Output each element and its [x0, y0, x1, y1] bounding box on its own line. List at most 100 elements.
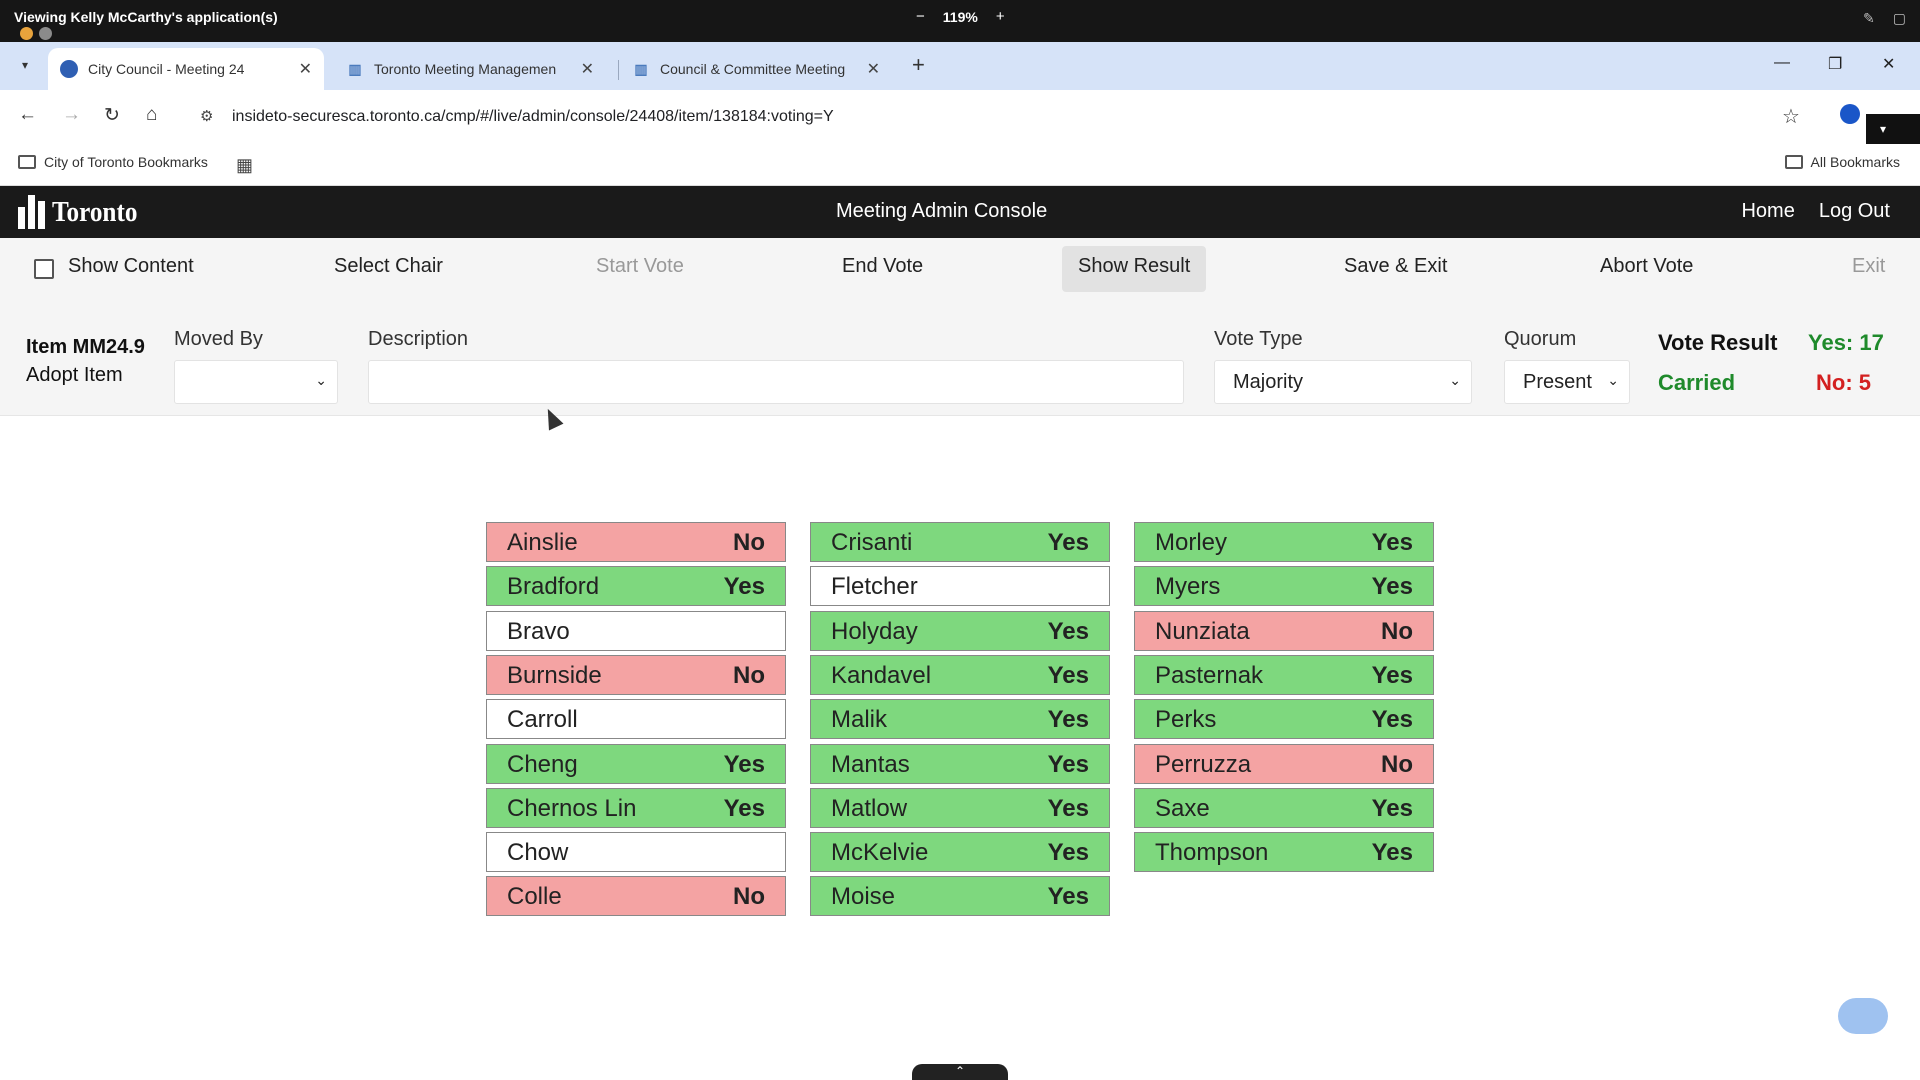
- tab-close-icon[interactable]: ✕: [298, 61, 312, 78]
- chevron-down-icon: ⌄: [1607, 372, 1619, 388]
- end-vote-button[interactable]: End Vote: [842, 255, 924, 277]
- member-vote-cell[interactable]: Cheng Yes: [486, 744, 786, 784]
- member-vote-cell[interactable]: Holyday Yes: [810, 611, 1110, 651]
- profile-avatar-icon[interactable]: [1840, 104, 1860, 124]
- zoom-in-button[interactable]: +: [995, 8, 1005, 25]
- item-details: Item MM24.9 Adopt Item Moved By ⌄ Descri…: [0, 300, 1920, 416]
- quorum-select[interactable]: Present ⌄: [1504, 360, 1630, 404]
- member-vote: Yes: [723, 795, 765, 822]
- member-name: Ainslie: [507, 529, 578, 556]
- member-vote: No: [733, 529, 765, 556]
- assistant-widget-icon[interactable]: [1838, 998, 1888, 1034]
- address-bar[interactable]: ⚙ insideto-securesca.toronto.ca/cmp/#/li…: [192, 98, 1812, 136]
- member-vote-cell[interactable]: Chow: [486, 832, 786, 872]
- chart-favicon-icon: ▥: [348, 61, 362, 77]
- bookmark-star-icon[interactable]: ☆: [1782, 106, 1800, 128]
- member-vote-cell[interactable]: Morley Yes: [1134, 522, 1434, 562]
- member-vote-cell[interactable]: McKelvie Yes: [810, 832, 1110, 872]
- member-name: Chow: [507, 839, 569, 866]
- member-vote-cell[interactable]: Malik Yes: [810, 699, 1110, 739]
- home-link[interactable]: Home: [1741, 200, 1795, 222]
- select-chair-button[interactable]: Select Chair: [334, 255, 443, 277]
- member-vote-cell[interactable]: Saxe Yes: [1134, 788, 1434, 828]
- member-vote-cell[interactable]: Perruzza No: [1134, 744, 1434, 784]
- member-name: Nunziata: [1155, 618, 1250, 645]
- extension-panel-icon[interactable]: ▾: [1866, 114, 1920, 148]
- member-name: Morley: [1155, 529, 1228, 556]
- member-vote: Yes: [1371, 795, 1413, 822]
- no-count: No: 5: [1816, 370, 1871, 395]
- quorum-value: Present: [1523, 371, 1592, 393]
- reload-icon[interactable]: ↻: [104, 105, 120, 126]
- start-vote-button[interactable]: Start Vote: [596, 255, 684, 277]
- member-vote-cell[interactable]: Kandavel Yes: [810, 655, 1110, 695]
- member-vote-cell[interactable]: Crisanti Yes: [810, 522, 1110, 562]
- tab-close-icon[interactable]: ✕: [866, 61, 880, 78]
- chart-favicon-icon: ▥: [634, 61, 648, 77]
- toronto-logo[interactable]: Toronto: [18, 195, 147, 229]
- show-content-checkbox[interactable]: [34, 259, 54, 279]
- member-vote: Yes: [1371, 706, 1413, 733]
- member-vote-cell[interactable]: Bravo: [486, 611, 786, 651]
- member-vote: Yes: [1047, 706, 1089, 733]
- show-result-button[interactable]: Show Result: [1062, 246, 1207, 292]
- restore-icon[interactable]: ❐: [1828, 56, 1843, 73]
- member-vote: No: [733, 662, 765, 689]
- tab-city-council[interactable]: City Council - Meeting 24 ✕: [48, 48, 324, 90]
- member-vote-cell[interactable]: Matlow Yes: [810, 788, 1110, 828]
- apps-grid-icon[interactable]: ▦: [236, 155, 254, 175]
- stop-icon[interactable]: [39, 27, 52, 40]
- share-panel-toggle[interactable]: ⌃: [912, 1064, 1008, 1080]
- bookmark-folder-toronto[interactable]: City of Toronto Bookmarks: [18, 154, 208, 170]
- all-bookmarks-button[interactable]: All Bookmarks: [1784, 154, 1900, 170]
- member-vote-cell[interactable]: Fletcher: [810, 566, 1110, 606]
- member-vote-cell[interactable]: Thompson Yes: [1134, 832, 1434, 872]
- chevron-down-icon: ⌄: [315, 372, 327, 388]
- logout-link[interactable]: Log Out: [1818, 200, 1890, 222]
- close-window-icon[interactable]: ✕: [1882, 56, 1896, 73]
- abort-vote-button[interactable]: Abort Vote: [1600, 255, 1694, 277]
- tab-council-committee[interactable]: ▥ Council & Committee Meeting ✕: [620, 48, 892, 90]
- pause-icon[interactable]: [20, 27, 33, 40]
- member-name: Kandavel: [831, 662, 932, 689]
- tab-search-icon[interactable]: ▾: [21, 58, 29, 72]
- quorum-label: Quorum: [1504, 328, 1577, 350]
- member-vote-cell[interactable]: Colle No: [486, 876, 786, 916]
- save-exit-button[interactable]: Save & Exit: [1344, 255, 1448, 277]
- member-vote: Yes: [1047, 883, 1089, 910]
- forward-icon[interactable]: →: [62, 104, 81, 125]
- member-vote-cell[interactable]: Chernos Lin Yes: [486, 788, 786, 828]
- url-text[interactable]: insideto-securesca.toronto.ca/cmp/#/live…: [232, 108, 834, 125]
- home-icon[interactable]: ⌂: [146, 104, 158, 125]
- member-vote-cell[interactable]: Ainslie No: [486, 522, 786, 562]
- chat-icon[interactable]: ▢: [1892, 10, 1906, 26]
- tab-close-icon[interactable]: ✕: [580, 61, 594, 78]
- zoom-control: − 119% +: [916, 8, 1005, 25]
- show-content-label[interactable]: Show Content: [68, 255, 194, 277]
- member-name: Perks: [1155, 706, 1217, 733]
- vote-type-select[interactable]: Majority ⌄: [1214, 360, 1472, 404]
- member-vote-cell[interactable]: Carroll: [486, 699, 786, 739]
- moved-by-select[interactable]: ⌄: [174, 360, 338, 404]
- site-settings-icon[interactable]: ⚙: [200, 108, 214, 125]
- exit-button[interactable]: Exit: [1852, 255, 1886, 277]
- member-vote-cell[interactable]: Bradford Yes: [486, 566, 786, 606]
- member-vote-cell[interactable]: Perks Yes: [1134, 699, 1434, 739]
- member-name: Perruzza: [1155, 751, 1252, 778]
- member-vote-cell[interactable]: Myers Yes: [1134, 566, 1434, 606]
- tab-meeting-management[interactable]: ▥ Toronto Meeting Managemen ✕: [334, 48, 606, 90]
- share-title: Viewing Kelly McCarthy's application(s): [14, 9, 278, 25]
- minimize-icon[interactable]: —: [1774, 54, 1790, 71]
- member-vote-cell[interactable]: Mantas Yes: [810, 744, 1110, 784]
- back-icon[interactable]: ←: [18, 104, 37, 125]
- member-vote-cell[interactable]: Burnside No: [486, 655, 786, 695]
- member-vote-cell[interactable]: Pasternak Yes: [1134, 655, 1434, 695]
- zoom-out-button[interactable]: −: [916, 8, 925, 25]
- new-tab-button[interactable]: +: [912, 52, 925, 77]
- member-name: Colle: [507, 883, 562, 910]
- member-vote-cell[interactable]: Moise Yes: [810, 876, 1110, 916]
- member-vote-cell[interactable]: Nunziata No: [1134, 611, 1434, 651]
- logo-text: Toronto: [52, 197, 138, 228]
- annotate-icon[interactable]: ✎: [1863, 10, 1875, 26]
- description-input[interactable]: [368, 360, 1184, 404]
